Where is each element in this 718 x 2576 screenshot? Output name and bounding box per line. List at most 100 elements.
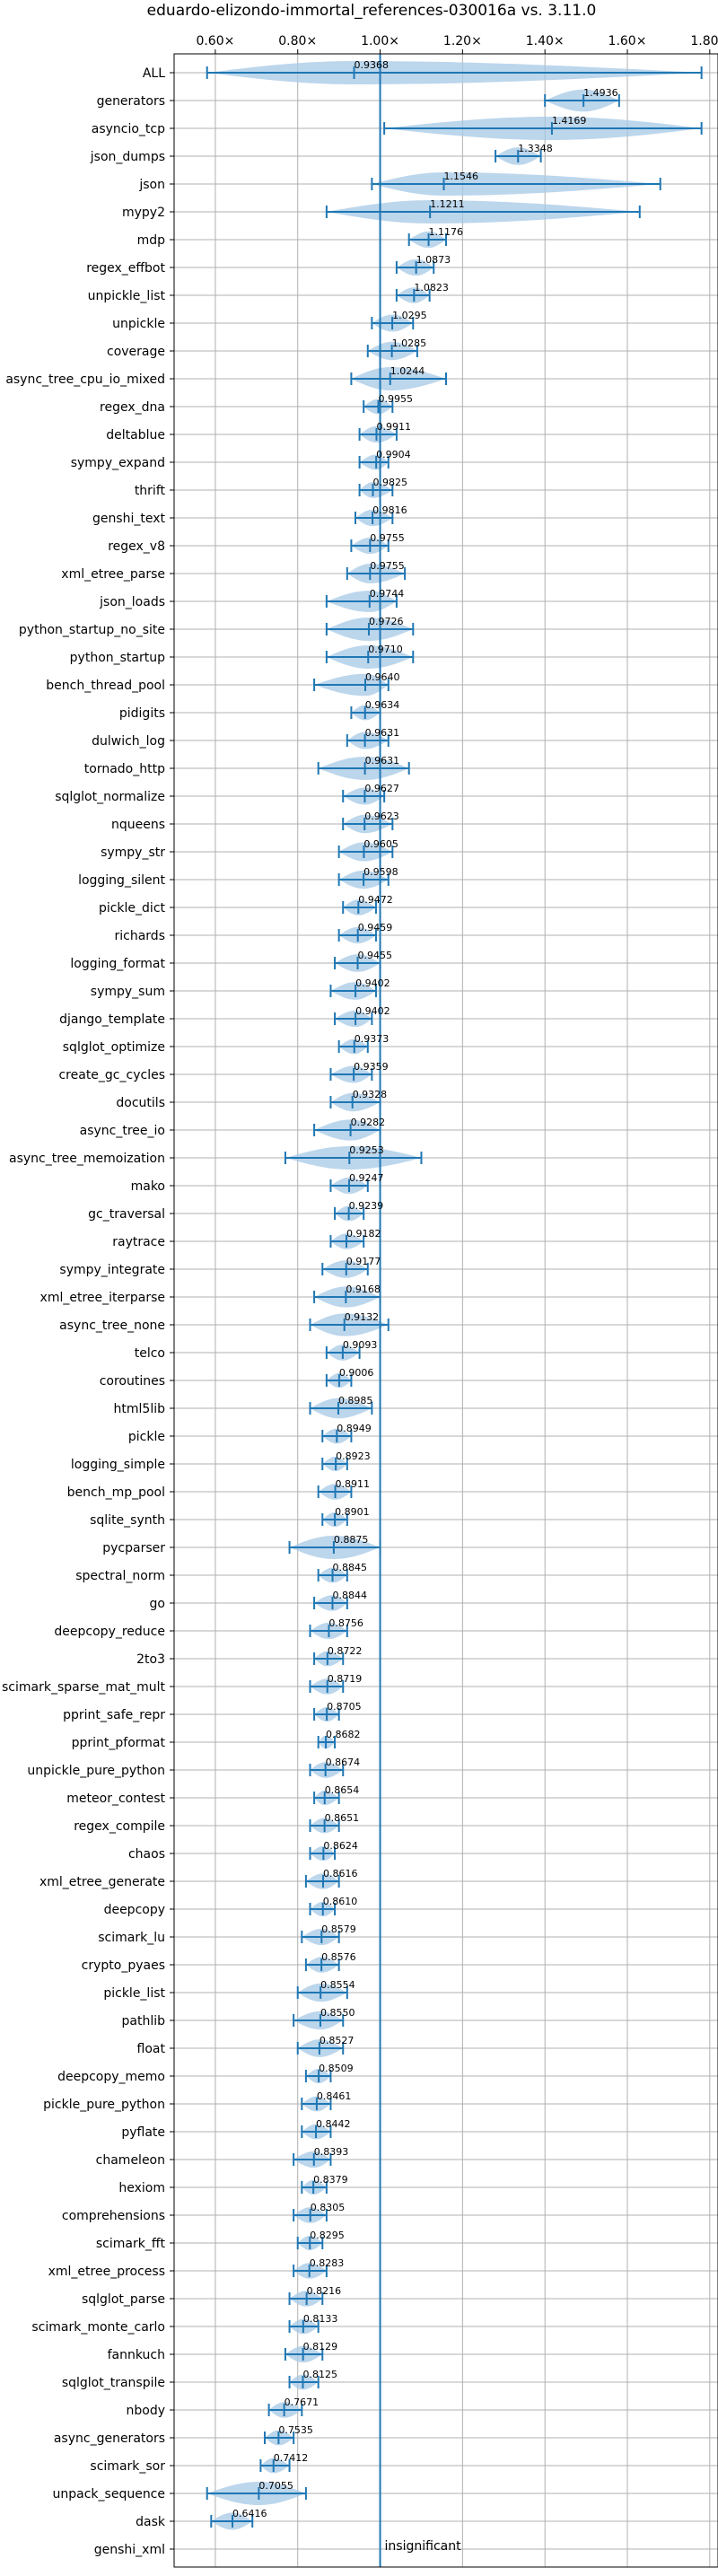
median-value-label: 1.4169 <box>552 115 587 127</box>
benchmark-label: float <box>137 2042 166 2056</box>
median-value-label: 0.9247 <box>349 1172 384 1184</box>
benchmark-label: nbody <box>127 2404 166 2418</box>
median-value-label: 0.9239 <box>349 1200 384 1212</box>
benchmark-label: dask <box>136 2515 166 2529</box>
median-value-label: 0.9459 <box>358 922 393 933</box>
benchmark-label: sympy_str <box>101 846 165 860</box>
benchmark-label: logging_silent <box>78 873 165 888</box>
benchmark-label: sqlglot_parse <box>82 2292 165 2307</box>
benchmark-label: unpickle_pure_python <box>27 1764 165 1778</box>
median-value-label: 0.8949 <box>337 1423 372 1434</box>
median-value-label: 0.9640 <box>365 671 400 683</box>
benchmark-label: scimark_fft <box>96 2237 166 2251</box>
median-value-label: 0.8125 <box>302 2369 337 2380</box>
median-value-label: 0.9904 <box>376 449 411 460</box>
median-value-label: 0.8610 <box>323 1896 358 1907</box>
insignificant-label: insignificant <box>385 2539 462 2554</box>
median-value-label: 0.8875 <box>334 1534 369 1546</box>
median-value-label: 0.6416 <box>232 2508 267 2519</box>
median-value-label: 0.8719 <box>328 1673 363 1685</box>
median-value-label: 0.8554 <box>320 1979 355 1991</box>
median-value-label: 0.8283 <box>310 2257 345 2269</box>
benchmark-label: sqlglot_transpile <box>62 2376 165 2390</box>
median-value-label: 0.9132 <box>345 1311 380 1323</box>
benchmark-label: pickle <box>128 1430 165 1444</box>
median-value-label: 0.7535 <box>278 2424 313 2436</box>
benchmark-label: 2to3 <box>136 1652 165 1667</box>
median-value-label: 1.0873 <box>416 254 451 266</box>
benchmark-label: comprehensions <box>62 2209 165 2223</box>
benchmark-label: pickle_pure_python <box>43 2098 165 2112</box>
benchmark-label: hexiom <box>118 2181 165 2195</box>
x-tick-label: 0.60× <box>196 34 234 48</box>
median-value-label: 0.8844 <box>332 1590 367 1601</box>
benchmark-label: scimark_lu <box>98 1931 165 1945</box>
x-tick-label: 1.00× <box>361 34 399 48</box>
benchmark-label: sqlglot_normalize <box>55 790 165 804</box>
benchmark-label: async_generators <box>54 2431 165 2446</box>
median-value-label: 0.9726 <box>369 616 404 627</box>
median-value-label: 0.8442 <box>316 2118 351 2130</box>
median-value-label: 0.8129 <box>303 2341 338 2353</box>
median-value-label: 1.0823 <box>414 282 449 294</box>
median-value-label: 1.1176 <box>429 226 464 238</box>
median-value-label: 0.8705 <box>327 1701 362 1713</box>
benchmark-label: create_gc_cycles <box>58 1068 165 1082</box>
median-value-label: 0.9282 <box>351 1117 386 1128</box>
benchmark-label: logging_format <box>70 957 165 971</box>
benchmark-label: sympy_integrate <box>59 1263 165 1277</box>
median-value-label: 1.1546 <box>444 171 478 182</box>
chart-title: eduardo-elizondo-immortal_references-030… <box>147 2 597 20</box>
median-value-label: 0.9627 <box>364 783 399 794</box>
benchmark-label: coverage <box>107 345 165 359</box>
benchmark-label: bench_thread_pool <box>46 679 165 693</box>
median-value-label: 0.8393 <box>314 2146 349 2158</box>
median-value-label: 0.8901 <box>335 1506 370 1518</box>
benchmark-label: json_loads <box>99 595 165 609</box>
benchmark-label: python_startup <box>70 651 165 665</box>
benchmark-label: tornado_http <box>84 762 165 776</box>
median-value-label: 0.9623 <box>364 810 399 822</box>
benchmark-label: fannkuch <box>108 2348 165 2362</box>
benchmark-label: pprint_pformat <box>72 1736 166 1750</box>
median-value-label: 0.9402 <box>355 977 390 989</box>
median-value-label: 0.8651 <box>325 1812 360 1824</box>
benchmark-label: pickle_list <box>103 1986 165 2001</box>
benchmark-label: gc_traversal <box>88 1207 165 1222</box>
x-tick-label: 1.60× <box>609 34 647 48</box>
benchmark-label: pickle_dict <box>99 901 166 916</box>
median-value-label: 0.9177 <box>346 1256 381 1267</box>
benchmark-label: regex_dna <box>100 400 165 415</box>
benchmark-label: go <box>150 1597 165 1611</box>
median-value-label: 0.8133 <box>303 2313 338 2325</box>
median-value-label: 0.9631 <box>365 755 400 767</box>
median-value-label: 0.8923 <box>336 1450 371 1462</box>
benchmark-label: json <box>138 178 165 192</box>
x-tick-label: 1.20× <box>443 34 482 48</box>
median-value-label: 0.9755 <box>370 532 405 544</box>
benchmark-label: pprint_safe_repr <box>63 1708 165 1722</box>
median-value-label: 0.9182 <box>346 1228 381 1240</box>
benchmark-label: deepcopy_reduce <box>54 1625 165 1639</box>
benchmark-label: spectral_norm <box>75 1569 165 1583</box>
benchmark-label: richards <box>115 929 166 943</box>
benchmark-label: dulwich_log <box>92 734 165 749</box>
median-value-label: 0.9472 <box>358 894 393 906</box>
median-value-label: 0.9368 <box>355 59 390 71</box>
benchmark-label: ALL <box>143 66 165 81</box>
benchmark-label: unpickle_list <box>88 289 166 303</box>
median-value-label: 0.8654 <box>325 1784 360 1796</box>
median-value-label: 1.0244 <box>390 365 425 377</box>
benchmark-label: chameleon <box>96 2153 165 2168</box>
benchmark-label: async_tree_cpu_io_mixed <box>5 372 165 387</box>
benchmark-label: xml_etree_parse <box>61 567 165 582</box>
benchmark-label: pidigits <box>119 706 165 721</box>
benchmark-label: generators <box>97 94 165 109</box>
benchmark-label: scimark_sor <box>90 2459 165 2474</box>
median-value-label: 0.7055 <box>258 2480 293 2492</box>
benchmark-label: telco <box>135 1346 165 1361</box>
x-tick-label: 1.80× <box>690 34 718 48</box>
median-value-label: 0.8527 <box>320 2035 355 2046</box>
median-value-label: 0.9755 <box>370 560 405 572</box>
benchmark-label: thrift <box>135 484 166 498</box>
